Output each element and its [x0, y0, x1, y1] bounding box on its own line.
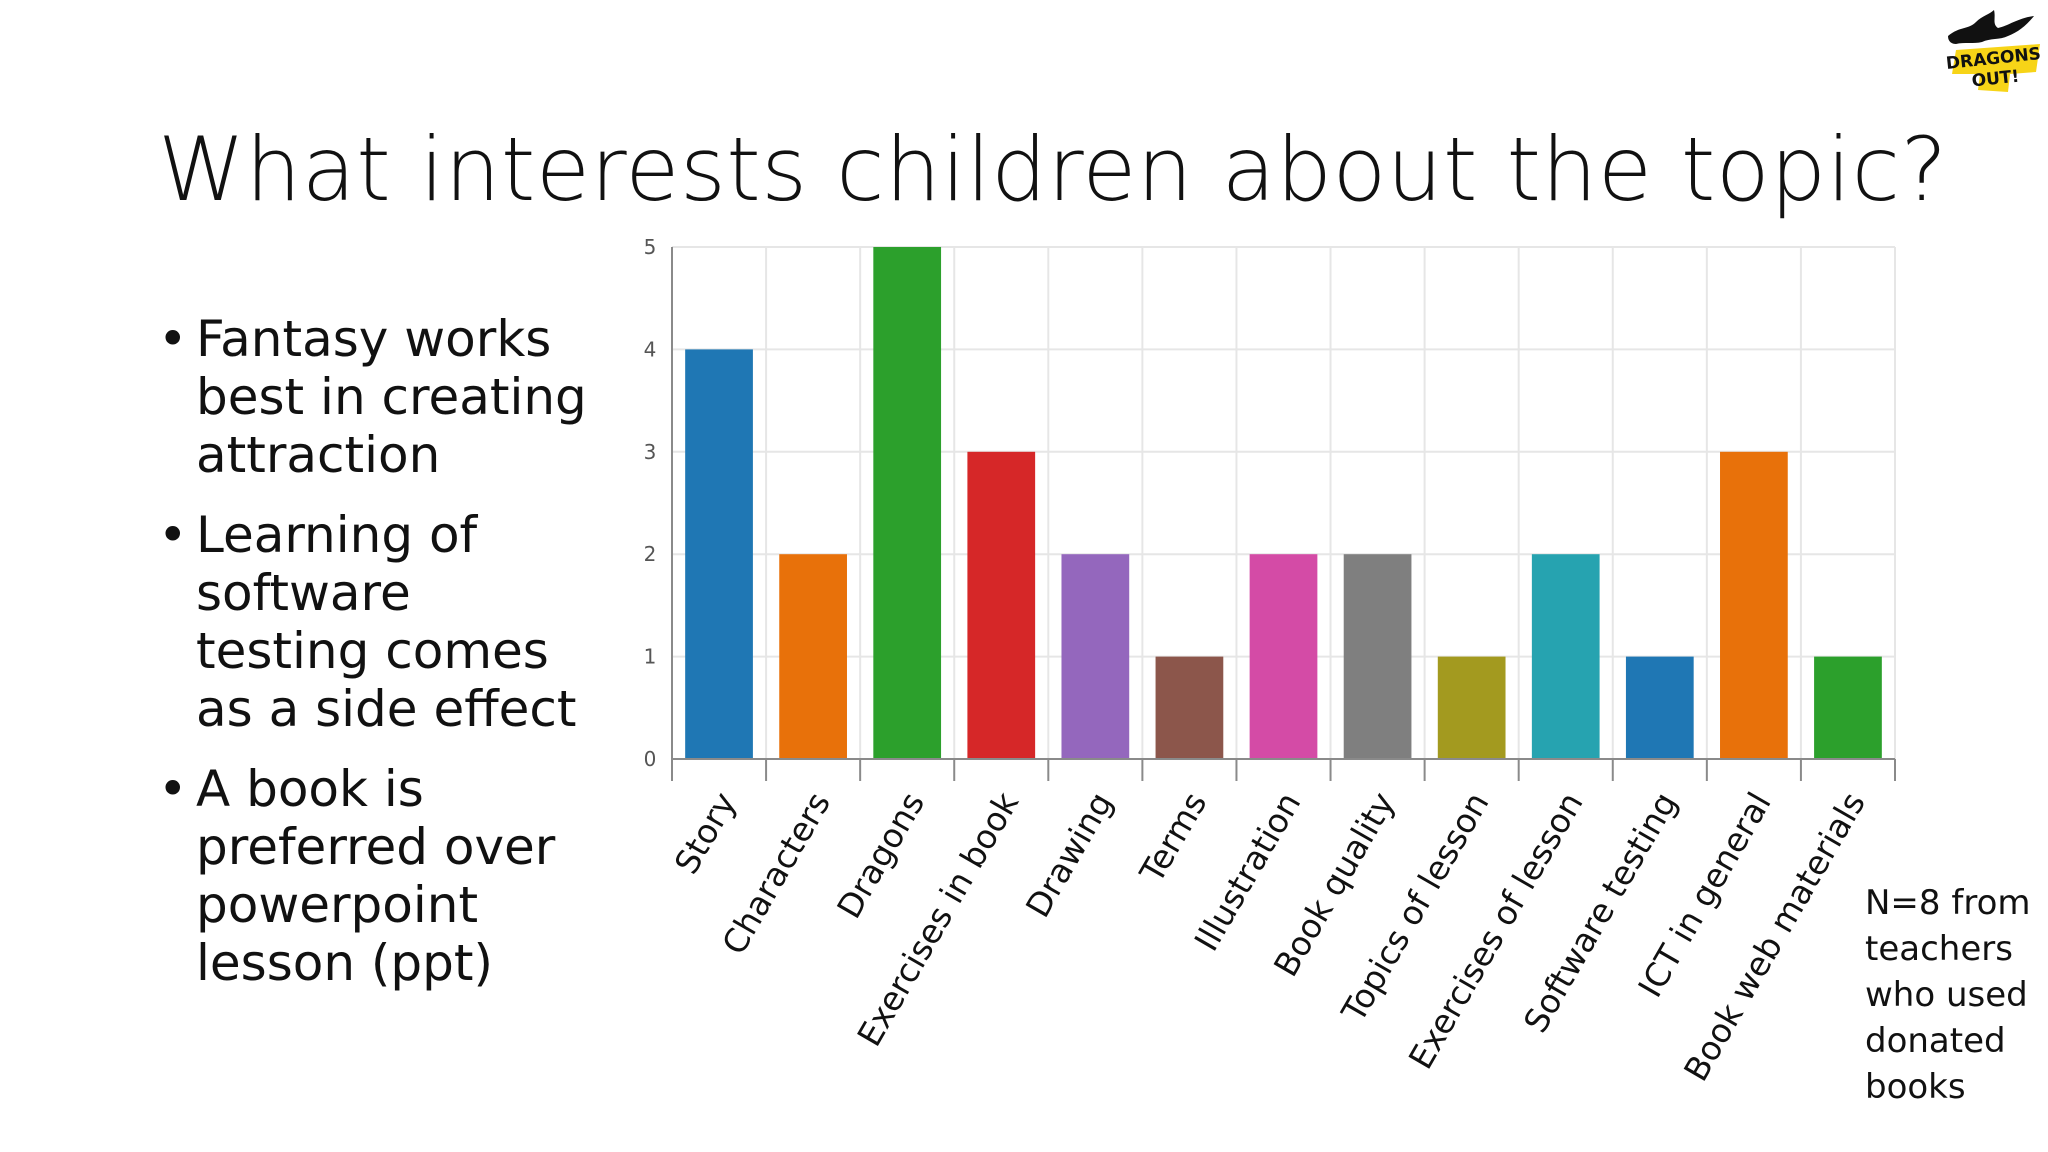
x-tick-label: Book web materials — [1676, 785, 1873, 1087]
bar-illustration — [1249, 554, 1318, 759]
bar-ict-in-general — [1720, 451, 1788, 759]
bar-topics-of-lesson — [1437, 656, 1506, 759]
bar-story — [685, 349, 753, 759]
y-tick-label: 3 — [644, 440, 657, 464]
y-tick-label: 0 — [644, 747, 657, 771]
slide-title: What interests children about the topic? — [158, 118, 1948, 221]
dragon-icon — [1948, 10, 2034, 44]
bar-book-quality — [1343, 554, 1412, 759]
bullet-item: Fantasy works best in creating attractio… — [158, 310, 598, 484]
x-tick-label: Story — [667, 786, 744, 881]
y-axis-ticks: 0 1 2 3 4 5 — [644, 235, 657, 771]
logo-text-line2: OUT! — [1971, 67, 2020, 92]
x-tick-label: Drawing — [1018, 786, 1120, 924]
sample-note: N=8 from teachers who used donated books — [1865, 883, 2031, 1107]
bar-software-testing — [1625, 656, 1694, 759]
bar-terms — [1155, 656, 1224, 759]
bar-exercises-in-book — [967, 451, 1036, 759]
dragons-out-logo: DRAGONS OUT! — [1945, 10, 2042, 92]
bullet-item: A book is preferred over powerpoint less… — [158, 760, 598, 992]
x-tick-label: Terms — [1131, 786, 1214, 891]
chart-bars — [685, 247, 1882, 759]
bullet-item: Learning of software testing comes as a … — [158, 506, 598, 738]
bar-book-web-materials — [1814, 656, 1882, 759]
bar-characters — [779, 554, 847, 759]
bullet-list: Fantasy works best in creating attractio… — [158, 310, 598, 1014]
x-tick-label: Dragons — [829, 786, 932, 925]
bar-exercises-of-lesson — [1531, 554, 1600, 759]
y-tick-label: 2 — [644, 542, 657, 566]
x-tick-label: Exercises of lesson — [1401, 786, 1591, 1076]
chart-axes — [671, 247, 1896, 781]
bar-drawing — [1061, 554, 1130, 759]
y-tick-label: 5 — [644, 235, 657, 259]
bar-dragons — [873, 247, 942, 759]
y-tick-label: 1 — [644, 645, 657, 669]
y-tick-label: 4 — [644, 337, 657, 361]
